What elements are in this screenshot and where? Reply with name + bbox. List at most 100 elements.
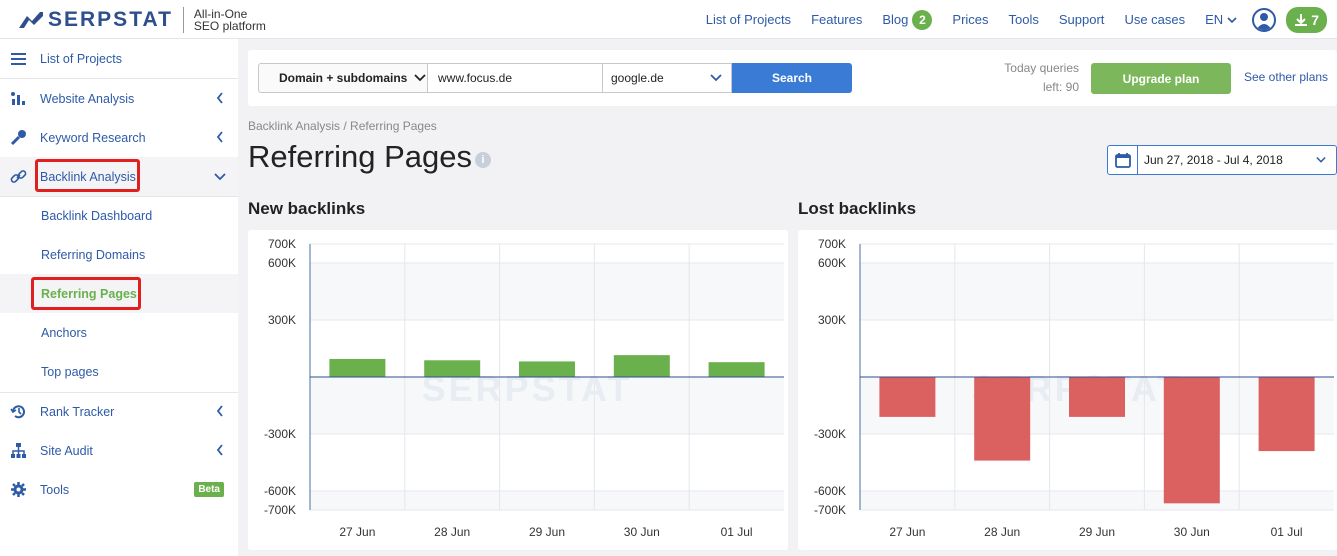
upgrade-plan-button[interactable]: Upgrade plan (1091, 63, 1231, 94)
plot-band (310, 377, 784, 434)
database-select[interactable]: google.de (602, 63, 732, 93)
sidebar-item-website-analysis[interactable]: Website Analysis (0, 79, 238, 118)
y-tick-label: 300K (818, 313, 846, 327)
bar-30-jun[interactable] (613, 355, 670, 377)
sidebar-item-label: Backlink Analysis (40, 169, 136, 184)
calendar-icon-wrap (1108, 146, 1138, 174)
download-icon (1295, 13, 1308, 26)
chevron-left-icon (216, 405, 223, 417)
bar-29-jun[interactable] (1069, 377, 1125, 417)
tagline-line-1: All-in-One (193, 7, 248, 21)
sidebar-item-tools[interactable]: Tools Beta (0, 470, 238, 509)
bar-30-jun[interactable] (1163, 377, 1220, 504)
brand-name: SERPSTAT (48, 8, 173, 31)
plot-band (310, 263, 784, 320)
search-button[interactable]: Search (732, 63, 852, 93)
sidebar-item-label: Website Analysis (40, 91, 135, 106)
bar-27-jun[interactable] (879, 377, 936, 417)
highlight-box (31, 277, 141, 310)
x-tick-label: 29 Jun (529, 525, 565, 539)
sidebar-item-list-of-projects[interactable]: List of Projects (0, 39, 238, 78)
sidebar-item-top-pages[interactable]: Top pages (0, 352, 238, 391)
nav-prices[interactable]: Prices (952, 12, 989, 27)
language-selector[interactable]: EN (1205, 12, 1238, 27)
y-tick-label: 600K (818, 256, 846, 270)
sidebar-item-label: List of Projects (40, 51, 122, 66)
sidebar-item-label: Anchors (41, 325, 87, 340)
sidebar-item-referring-pages[interactable]: Referring Pages (0, 274, 238, 313)
x-tick-label: 27 Jun (339, 525, 375, 539)
domain-input[interactable] (427, 63, 603, 93)
nav-list-of-projects[interactable]: List of Projects (705, 12, 792, 27)
user-icon (1256, 12, 1273, 30)
bar-27-jun[interactable] (329, 358, 386, 377)
y-tick-label: -700K (814, 503, 846, 517)
bar-28-jun[interactable] (974, 377, 1031, 461)
x-tick-label: 30 Jun (624, 525, 660, 539)
x-tick-label: 30 Jun (1174, 525, 1210, 539)
nav-support[interactable]: Support (1058, 12, 1105, 27)
user-avatar[interactable] (1252, 7, 1277, 32)
sidebar: List of Projects Website Analysis Keywor… (0, 39, 238, 556)
x-tick-label: 28 Jun (434, 525, 470, 539)
y-tick-label: -600K (264, 484, 296, 498)
sidebar-item-rank-tracker[interactable]: Rank Tracker (0, 392, 238, 431)
y-tick-label: -300K (264, 427, 296, 441)
logo-mark-icon (19, 12, 43, 28)
bar-29-jun[interactable] (519, 361, 575, 377)
nav-features[interactable]: Features (811, 12, 863, 27)
sidebar-item-anchors[interactable]: Anchors (0, 313, 238, 352)
search-type-value: Domain + subdomains (279, 71, 408, 85)
plot-band (860, 263, 1334, 320)
sidebar-item-label: Referring Domains (41, 247, 146, 262)
chevron-down-icon (1316, 156, 1326, 163)
sidebar-item-backlink-dashboard[interactable]: Backlink Dashboard (0, 196, 238, 235)
top-bar: SERPSTAT All-in-One SEO platform List of… (0, 0, 1337, 39)
top-nav: List of Projects Features Blog 2 Prices T… (706, 0, 1337, 39)
new-backlinks-title: New backlinks (248, 199, 366, 218)
chevron-left-icon (216, 92, 223, 104)
nav-blog-label: Blog (882, 12, 909, 27)
sitemap-icon (11, 443, 26, 458)
queries-line-1: Today queries (1004, 61, 1079, 75)
date-range-picker[interactable]: Jun 27, 2018 - Jul 4, 2018 (1107, 145, 1337, 175)
x-tick-label: 29 Jun (1079, 525, 1115, 539)
nav-use-cases[interactable]: Use cases (1124, 12, 1186, 27)
y-tick-label: -700K (264, 503, 296, 517)
sidebar-item-label: Backlink Dashboard (41, 208, 153, 223)
divider (0, 78, 238, 79)
downloads-button[interactable]: 7 (1286, 6, 1327, 33)
search-type-select[interactable]: Domain + subdomains (258, 63, 428, 93)
date-range-value: Jun 27, 2018 - Jul 4, 2018 (1144, 153, 1283, 167)
bar-01-jul[interactable] (708, 362, 765, 377)
x-tick-label: 01 Jul (1271, 525, 1303, 539)
gear-icon (11, 482, 26, 497)
nav-blog[interactable]: Blog 2 (882, 9, 933, 30)
chevron-down-icon (414, 74, 426, 82)
bar-01-jul[interactable] (1258, 377, 1315, 452)
lost-backlinks-title: Lost backlinks (798, 199, 917, 218)
bar-28-jun[interactable] (424, 360, 481, 377)
chevron-left-icon (216, 131, 223, 143)
beta-badge: Beta (194, 482, 224, 497)
info-icon[interactable]: i (475, 152, 492, 168)
divider (0, 196, 238, 197)
serpstat-logo[interactable]: SERPSTAT All-in-One SEO platform (18, 7, 266, 33)
logo-divider (182, 7, 184, 33)
language-label: EN (1205, 12, 1224, 27)
sidebar-item-keyword-research[interactable]: Keyword Research (0, 118, 238, 157)
sidebar-item-referring-domains[interactable]: Referring Domains (0, 235, 238, 274)
page-title-wrap: Referring Pages i (248, 139, 492, 175)
downloads-count: 7 (1311, 11, 1319, 28)
sidebar-item-label: Keyword Research (40, 130, 146, 145)
see-other-plans-link[interactable]: See other plans (1244, 70, 1329, 84)
nav-tools[interactable]: Tools (1008, 12, 1039, 27)
chevron-left-icon (216, 444, 223, 456)
sidebar-item-site-audit[interactable]: Site Audit (0, 431, 238, 470)
plot-band (310, 491, 784, 510)
x-tick-label: 01 Jul (721, 525, 753, 539)
y-tick-label: 700K (818, 237, 846, 251)
sidebar-item-label: Top pages (41, 364, 99, 379)
